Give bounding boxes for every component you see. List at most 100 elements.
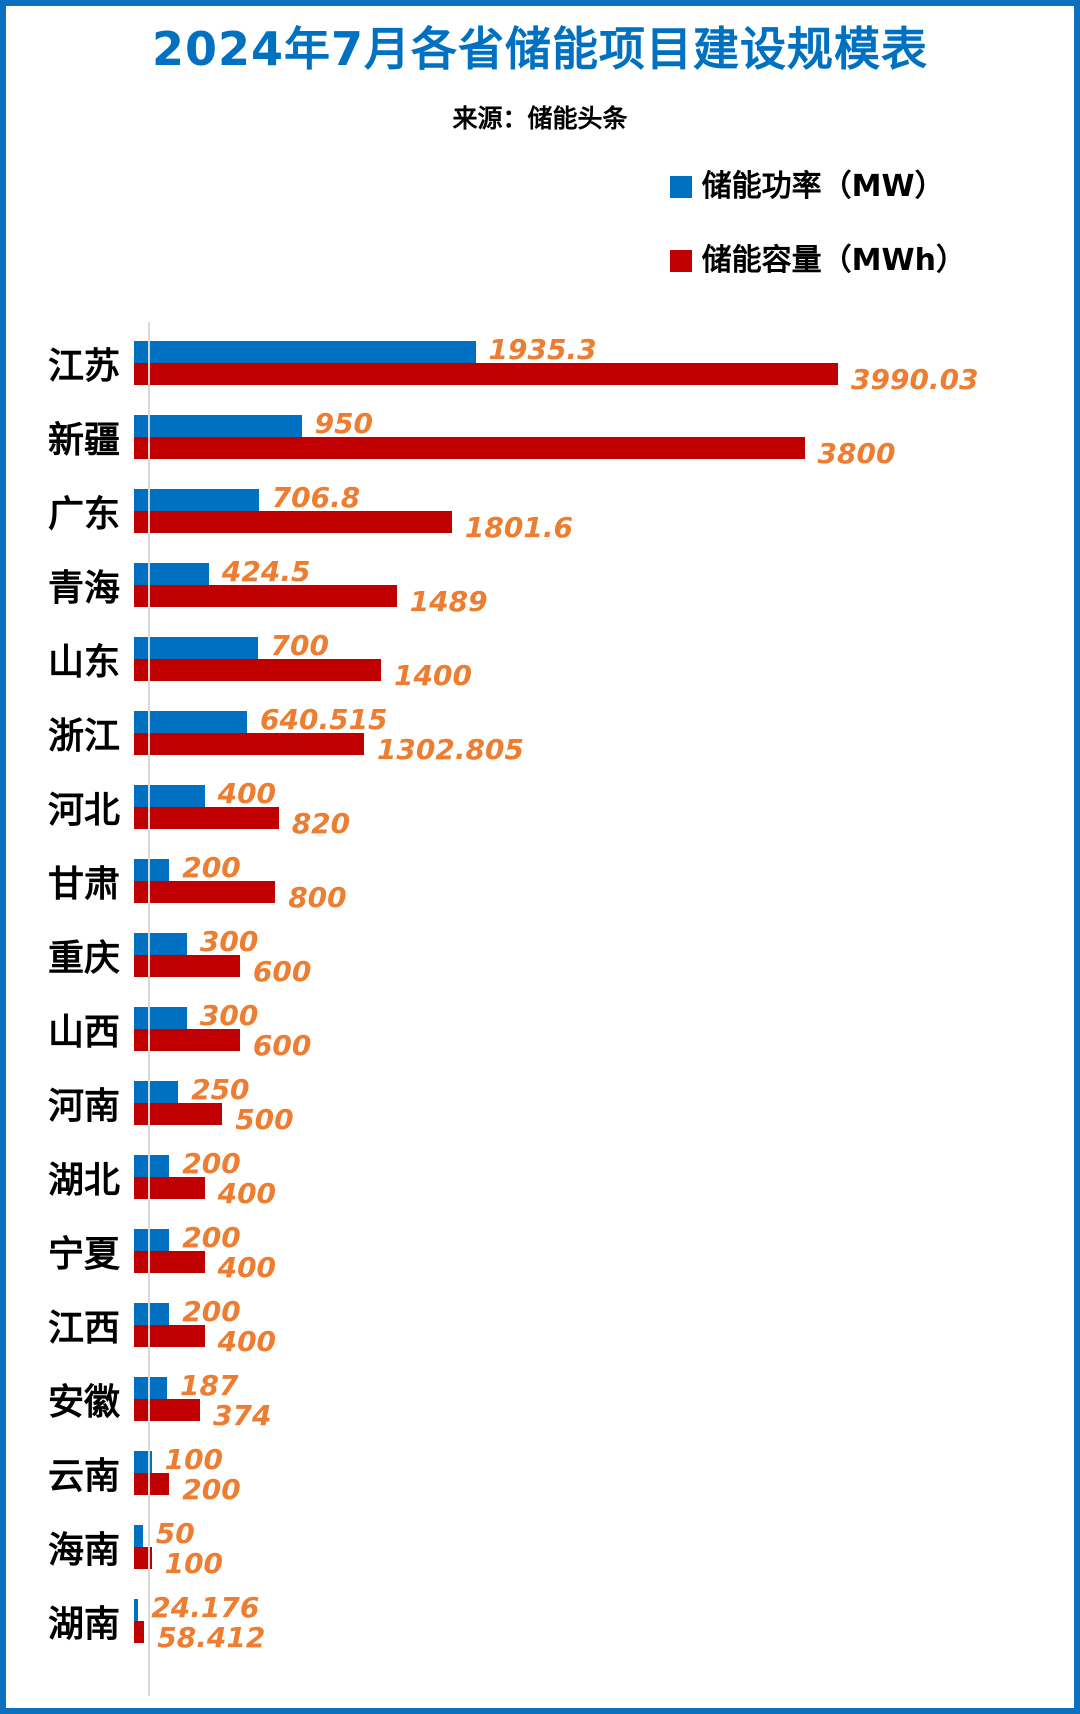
bar-group: 300 600 bbox=[134, 928, 1074, 986]
chart-row: 安徽 187 374 bbox=[6, 1362, 1074, 1436]
legend: 储能功率（MW） 储能容量（MWh） bbox=[669, 172, 966, 276]
bar-group: 250 500 bbox=[134, 1076, 1074, 1134]
chart-row: 湖南 24.176 58.412 bbox=[6, 1584, 1074, 1658]
chart-row: 河北 400 820 bbox=[6, 770, 1074, 844]
chart-row: 重庆 300 600 bbox=[6, 918, 1074, 992]
chart-row: 宁夏 200 400 bbox=[6, 1214, 1074, 1288]
chart-row: 山西 300 600 bbox=[6, 992, 1074, 1066]
capacity-bar bbox=[134, 1473, 170, 1495]
bar-group: 187 374 bbox=[134, 1372, 1074, 1430]
chart-row: 新疆 950 3800 bbox=[6, 400, 1074, 474]
power-bar bbox=[134, 1451, 152, 1473]
power-bar bbox=[134, 785, 205, 807]
power-value-label: 400 bbox=[217, 777, 277, 810]
capacity-value-label: 1302.805 bbox=[376, 733, 524, 766]
power-value-label: 187 bbox=[180, 1369, 239, 1402]
power-value-label: 424.5 bbox=[221, 555, 311, 588]
power-swatch-icon bbox=[669, 176, 692, 198]
bar-group: 24.176 58.412 bbox=[134, 1594, 1074, 1652]
chart-row: 河南 250 500 bbox=[6, 1066, 1074, 1140]
bar-group: 1935.3 3990.03 bbox=[134, 336, 1074, 394]
capacity-bar bbox=[134, 807, 279, 829]
category-label: 甘肃 bbox=[47, 864, 120, 905]
capacity-bar bbox=[134, 881, 276, 903]
capacity-value-label: 500 bbox=[235, 1103, 294, 1136]
category-label: 河北 bbox=[47, 790, 120, 831]
category-label: 海南 bbox=[47, 1530, 120, 1571]
capacity-bar bbox=[134, 1177, 205, 1199]
capacity-value-label: 374 bbox=[213, 1399, 272, 1432]
bar-group: 200 400 bbox=[134, 1150, 1074, 1208]
bar-group: 706.8 1801.6 bbox=[134, 484, 1074, 542]
power-value-label: 640.515 bbox=[260, 703, 388, 736]
chart-row: 广东 706.8 1801.6 bbox=[6, 474, 1074, 548]
bar-group: 200 800 bbox=[134, 854, 1074, 912]
category-label: 浙江 bbox=[47, 716, 120, 757]
category-label: 青海 bbox=[47, 568, 120, 609]
power-bar bbox=[134, 1525, 143, 1547]
capacity-value-label: 200 bbox=[182, 1473, 241, 1506]
category-label: 河南 bbox=[47, 1086, 120, 1127]
bar-group: 100 200 bbox=[134, 1446, 1074, 1504]
capacity-value-label: 3800 bbox=[817, 437, 896, 470]
category-label: 广东 bbox=[47, 494, 120, 535]
bar-group: 400 820 bbox=[134, 780, 1074, 838]
power-value-label: 200 bbox=[182, 851, 241, 884]
capacity-value-label: 1489 bbox=[409, 585, 488, 618]
power-bar bbox=[134, 1081, 179, 1103]
capacity-bar bbox=[134, 1029, 240, 1051]
capacity-bar bbox=[134, 955, 240, 977]
chart-row: 浙江 640.515 1302.805 bbox=[6, 696, 1074, 770]
category-label: 宁夏 bbox=[47, 1234, 120, 1275]
capacity-value-label: 100 bbox=[164, 1547, 224, 1580]
chart-row: 云南 100 200 bbox=[6, 1436, 1074, 1510]
category-label: 湖南 bbox=[47, 1604, 120, 1645]
category-label: 山东 bbox=[47, 642, 120, 683]
capacity-swatch-icon bbox=[669, 250, 692, 272]
power-bar bbox=[134, 1599, 139, 1621]
power-bar bbox=[134, 637, 258, 659]
power-value-label: 706.8 bbox=[271, 481, 361, 514]
power-bar bbox=[134, 859, 170, 881]
capacity-bar bbox=[134, 1621, 145, 1643]
power-bar bbox=[134, 1303, 170, 1325]
power-bar bbox=[134, 1155, 170, 1177]
capacity-bar bbox=[134, 1325, 205, 1347]
bar-group: 424.5 1489 bbox=[134, 558, 1074, 616]
category-label: 山西 bbox=[47, 1012, 120, 1053]
power-bar bbox=[134, 563, 209, 585]
chart-row: 海南 50 100 bbox=[6, 1510, 1074, 1584]
power-bar bbox=[134, 1007, 187, 1029]
source-caption: 来源：储能头条 bbox=[452, 104, 628, 133]
capacity-bar bbox=[134, 1251, 205, 1273]
capacity-value-label: 400 bbox=[217, 1251, 277, 1284]
bar-group: 200 400 bbox=[134, 1298, 1074, 1356]
capacity-value-label: 400 bbox=[217, 1177, 277, 1210]
power-bar bbox=[134, 1377, 167, 1399]
power-bar bbox=[134, 341, 476, 363]
power-value-label: 24.176 bbox=[151, 1591, 260, 1624]
chart-row: 湖北 200 400 bbox=[6, 1140, 1074, 1214]
power-value-label: 200 bbox=[182, 1147, 241, 1180]
category-label: 湖北 bbox=[47, 1160, 120, 1201]
capacity-bar bbox=[134, 733, 364, 755]
capacity-value-label: 58.412 bbox=[157, 1621, 266, 1654]
capacity-value-label: 600 bbox=[252, 1029, 312, 1062]
chart-row: 江西 200 400 bbox=[6, 1288, 1074, 1362]
capacity-value-label: 820 bbox=[291, 807, 351, 840]
legend-item-power: 储能功率（MW） bbox=[669, 172, 966, 202]
bar-group: 950 3800 bbox=[134, 410, 1074, 468]
bar-chart: 江苏 1935.3 3990.03 新疆 950 3800 广东 706.8 1801.6 青海 4… bbox=[6, 322, 1074, 1696]
power-bar bbox=[134, 1229, 170, 1251]
capacity-bar bbox=[134, 585, 397, 607]
power-value-label: 200 bbox=[182, 1295, 241, 1328]
chart-row: 青海 424.5 1489 bbox=[6, 548, 1074, 622]
capacity-value-label: 3990.03 bbox=[851, 363, 979, 396]
capacity-value-label: 600 bbox=[252, 955, 312, 988]
bar-group: 200 400 bbox=[134, 1224, 1074, 1282]
capacity-bar bbox=[134, 511, 452, 533]
capacity-value-label: 400 bbox=[217, 1325, 277, 1358]
power-value-label: 1935.3 bbox=[488, 333, 597, 366]
capacity-bar bbox=[134, 363, 838, 385]
